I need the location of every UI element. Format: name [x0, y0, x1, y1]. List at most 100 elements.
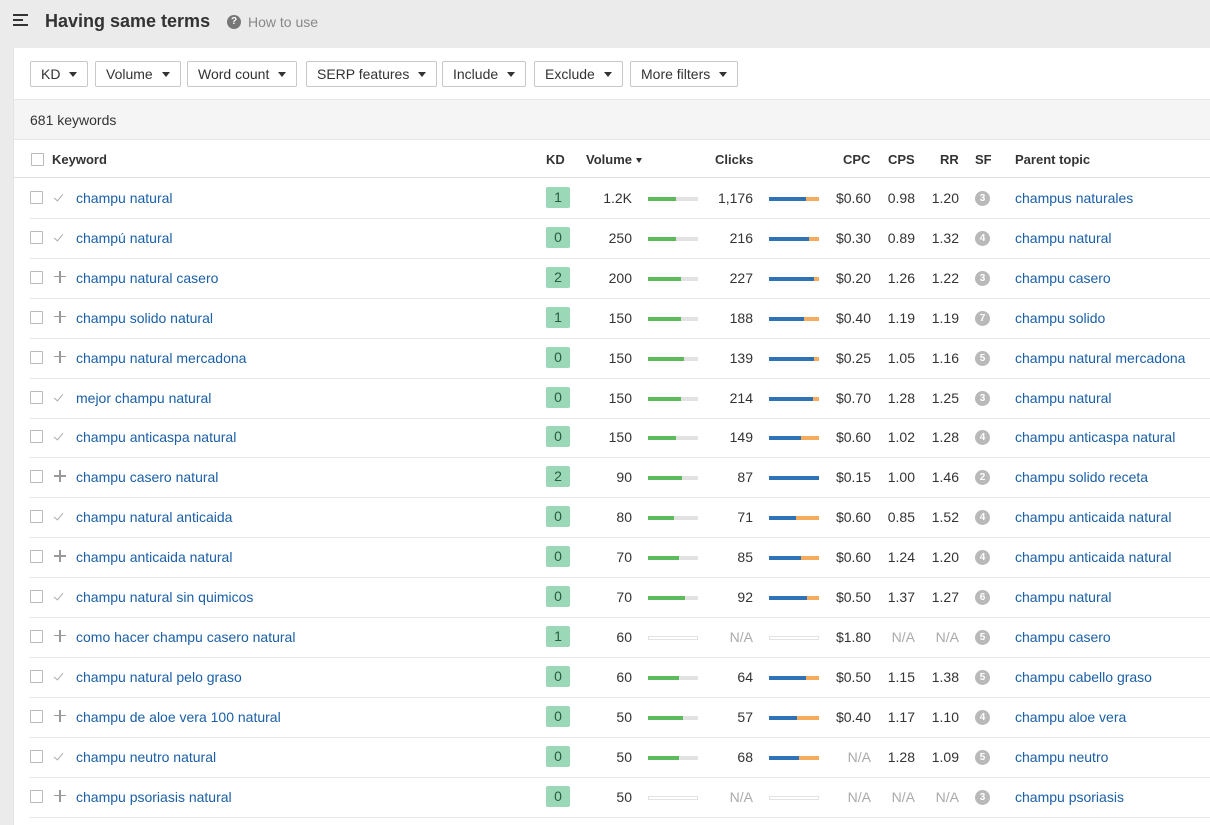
check-icon[interactable] [53, 669, 67, 683]
parent-topic-link[interactable]: champu natural [1015, 589, 1112, 605]
parent-topic-link[interactable]: champu solido receta [1015, 469, 1149, 486]
row-checkbox[interactable] [30, 550, 43, 564]
column-parent-topic[interactable]: Parent topic [1015, 152, 1091, 167]
how-to-use-link[interactable]: ? How to use [227, 14, 318, 30]
serp-features-count[interactable]: 4 [975, 550, 990, 566]
serp-features-count[interactable]: 6 [975, 590, 990, 605]
parent-topic-link[interactable]: champu anticaida natural [1015, 509, 1172, 526]
plus-icon[interactable] [53, 789, 67, 803]
column-cpc[interactable]: CPC [843, 152, 871, 167]
keyword-link[interactable]: champu de aloe vera 100 natural [76, 708, 281, 725]
serp-features-count[interactable]: 5 [975, 749, 990, 765]
parent-topic-link[interactable]: champu natural [1015, 229, 1112, 246]
serp-features-count[interactable]: 7 [975, 310, 990, 326]
serp-features-count[interactable]: 4 [975, 510, 990, 526]
column-keyword[interactable]: Keyword [52, 152, 107, 167]
keyword-link[interactable]: champú natural [76, 229, 173, 246]
column-volume[interactable]: Volume [586, 152, 642, 167]
more-filters-button[interactable]: More filters [630, 61, 739, 87]
plus-icon[interactable] [53, 310, 67, 324]
parent-topic-link[interactable]: champu casero [1015, 269, 1111, 286]
plus-icon[interactable] [53, 469, 67, 483]
check-icon[interactable] [53, 429, 67, 443]
plus-icon[interactable] [53, 709, 67, 723]
check-icon[interactable] [53, 509, 67, 523]
keyword-link[interactable]: champu natural anticaida [76, 509, 233, 526]
row-checkbox[interactable] [30, 310, 43, 324]
serp-features-count[interactable]: 3 [975, 789, 990, 805]
check-icon[interactable] [53, 390, 67, 404]
keyword-link[interactable]: champu anticaspa natural [76, 429, 237, 446]
word-count-filter-button[interactable]: Word count [187, 61, 298, 87]
row-checkbox[interactable] [30, 629, 43, 643]
row-checkbox[interactable] [30, 669, 43, 683]
serp-features-count[interactable]: 5 [975, 350, 990, 366]
select-all-checkbox[interactable] [31, 153, 44, 166]
serp-features-count[interactable]: 2 [975, 470, 990, 486]
parent-topic-link[interactable]: champu solido [1015, 309, 1106, 326]
parent-topic-link[interactable]: champu natural mercadona [1015, 349, 1186, 366]
row-checkbox[interactable] [30, 749, 43, 763]
check-icon[interactable] [53, 749, 67, 763]
plus-icon[interactable] [53, 549, 67, 563]
row-checkbox[interactable] [30, 350, 43, 364]
column-rr[interactable]: RR [940, 152, 959, 167]
keyword-link[interactable]: champu solido natural [76, 309, 213, 326]
serp-features-count[interactable]: 3 [975, 191, 990, 206]
keyword-link[interactable]: mejor champu natural [76, 389, 212, 406]
keyword-link[interactable]: champu natural sin quimicos [76, 589, 254, 605]
column-kd[interactable]: KD [546, 152, 565, 167]
row-checkbox[interactable] [30, 510, 43, 524]
parent-topic-link[interactable]: champu cabello graso [1015, 668, 1152, 685]
row-checkbox[interactable] [30, 270, 43, 284]
exclude-filter-button[interactable]: Exclude [534, 61, 623, 87]
menu-icon[interactable] [13, 14, 28, 26]
kd-filter-button[interactable]: KD [30, 61, 89, 87]
keyword-link[interactable]: champu psoriasis natural [76, 788, 232, 805]
serp-features-count[interactable]: 3 [975, 390, 990, 406]
parent-topic-link[interactable]: champu neutro [1015, 748, 1109, 765]
serp-features-count[interactable]: 5 [975, 669, 990, 685]
row-checkbox[interactable] [30, 709, 43, 723]
volume-filter-button[interactable]: Volume [95, 61, 181, 87]
row-checkbox[interactable] [30, 430, 43, 444]
row-checkbox[interactable] [30, 590, 43, 603]
parent-topic-link[interactable]: champu anticaida natural [1015, 549, 1172, 566]
parent-topic-link[interactable]: champu natural [1015, 389, 1112, 406]
check-icon[interactable] [53, 190, 67, 204]
serp-features-filter-button[interactable]: SERP features [306, 61, 438, 87]
serp-features-count[interactable]: 4 [975, 709, 990, 725]
parent-topic-link[interactable]: champus naturales [1015, 190, 1134, 206]
plus-icon[interactable] [53, 270, 67, 284]
column-clicks[interactable]: Clicks [715, 152, 754, 167]
keyword-link[interactable]: como hacer champu casero natural [76, 628, 296, 645]
keyword-link[interactable]: champu natural pelo graso [76, 668, 242, 685]
row-checkbox[interactable] [30, 230, 43, 244]
row-checkbox[interactable] [30, 191, 43, 204]
column-sf[interactable]: SF [975, 152, 992, 167]
column-cps[interactable]: CPS [888, 152, 915, 167]
keyword-link[interactable]: champu neutro natural [76, 748, 217, 765]
plus-icon[interactable] [53, 629, 67, 643]
keyword-link[interactable]: champu anticaida natural [76, 549, 233, 566]
parent-topic-link[interactable]: champu aloe vera [1015, 708, 1127, 725]
parent-topic-link[interactable]: champu anticaspa natural [1015, 429, 1176, 446]
parent-topic-link[interactable]: champu psoriasis [1015, 788, 1124, 805]
keyword-link[interactable]: champu casero natural [76, 469, 219, 486]
serp-features-count[interactable]: 5 [975, 629, 990, 645]
plus-icon[interactable] [53, 350, 67, 364]
serp-features-count[interactable]: 3 [975, 270, 990, 286]
check-icon[interactable] [53, 230, 67, 244]
row-checkbox[interactable] [30, 789, 43, 803]
keyword-link[interactable]: champu natural mercadona [76, 349, 247, 366]
volume-bar [648, 596, 698, 600]
serp-features-count[interactable]: 4 [975, 230, 990, 246]
keyword-link[interactable]: champu natural casero [76, 269, 219, 286]
include-filter-button[interactable]: Include [442, 61, 527, 87]
parent-topic-link[interactable]: champu casero [1015, 628, 1111, 645]
row-checkbox[interactable] [30, 390, 43, 404]
row-checkbox[interactable] [30, 470, 43, 484]
serp-features-count[interactable]: 4 [975, 430, 990, 446]
check-icon[interactable] [53, 589, 67, 603]
keyword-link[interactable]: champu natural [76, 190, 173, 206]
